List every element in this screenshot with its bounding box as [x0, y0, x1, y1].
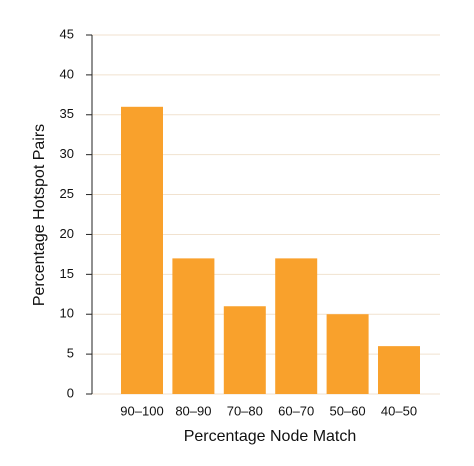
- y-tick-label: 20: [60, 226, 74, 241]
- x-tick-label: 70–80: [227, 403, 263, 418]
- x-tick-label: 80–90: [175, 403, 211, 418]
- x-tick-label: 50–60: [330, 403, 366, 418]
- y-tick-label: 40: [60, 66, 74, 81]
- y-tick-label: 5: [67, 346, 74, 361]
- y-tick-label: 45: [60, 26, 74, 41]
- y-axis-title: Percentage Hotspot Pairs: [31, 124, 48, 306]
- x-tick-label: 60–70: [278, 403, 314, 418]
- bar: [326, 314, 369, 394]
- y-tick-label: 25: [60, 186, 74, 201]
- bar: [223, 306, 266, 394]
- x-axis-title: Percentage Node Match: [184, 428, 357, 445]
- bar: [275, 258, 318, 394]
- y-tick-label: 0: [67, 385, 74, 400]
- y-tick-label: 10: [60, 306, 74, 321]
- y-tick-label: 30: [60, 146, 74, 161]
- y-tick-label: 15: [60, 266, 74, 281]
- bar: [172, 258, 215, 394]
- x-tick-label: 40–50: [381, 403, 417, 418]
- bar: [378, 346, 420, 394]
- y-tick-label: 35: [60, 106, 74, 121]
- x-tick-label: 90–100: [120, 403, 163, 418]
- bar: [121, 106, 163, 395]
